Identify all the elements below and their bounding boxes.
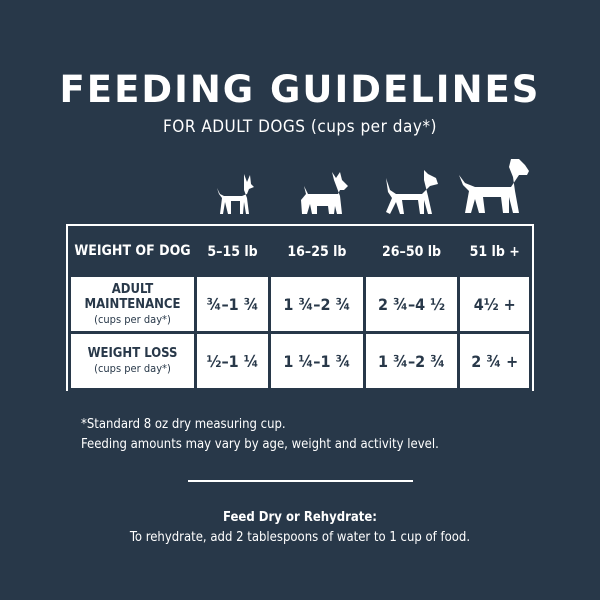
- divider: [188, 480, 413, 482]
- subtitle: FOR ADULT DOGS (cups per day*): [163, 117, 437, 137]
- table-row: WEIGHT LOSS (cups per day*) ½–1 ¼ 1 ¼–1 ¾…: [71, 334, 529, 388]
- feed-heading: Feed Dry or Rehydrate:: [223, 510, 377, 525]
- footnotes: *Standard 8 oz dry measuring cup. Feedin…: [81, 415, 439, 455]
- feed-text: To rehydrate, add 2 tablespoons of water…: [129, 530, 471, 545]
- header-cell: 26–50 lb: [365, 229, 458, 274]
- table-cell: ¾–1 ¾: [197, 277, 269, 331]
- table-cell: ½–1 ¼: [197, 334, 269, 388]
- table-cell: 2 ¾ +: [460, 334, 529, 388]
- row-label: ADULT MAINTENANCE (cups per day*): [71, 277, 194, 331]
- header-cell: 16–25 lb: [271, 229, 363, 274]
- header-cell: 5–15 lb: [197, 229, 269, 274]
- page-title: FEEDING GUIDELINES: [59, 68, 541, 111]
- table-cell: 1 ¾–2 ¾: [271, 277, 363, 331]
- table-cell: 4½ +: [460, 277, 529, 331]
- small-dog-icon: [217, 174, 254, 214]
- footnote: *Standard 8 oz dry measuring cup.: [81, 417, 286, 432]
- table-cell: 2 ¾–4 ½: [365, 277, 458, 331]
- feeding-table: WEIGHT OF DOG 5–15 lb 16–25 lb 26–50 lb …: [66, 224, 534, 391]
- terrier-icon: [301, 172, 348, 214]
- header-weight-of-dog: WEIGHT OF DOG: [71, 229, 194, 274]
- row-label-text: WEIGHT LOSS: [87, 346, 178, 361]
- boxer-icon: [386, 170, 438, 214]
- row-label-sub: (cups per day*): [94, 362, 171, 375]
- large-dog-icon: [459, 159, 529, 213]
- table-cell: 1 ¼–1 ¾: [271, 334, 363, 388]
- table-header-row: WEIGHT OF DOG 5–15 lb 16–25 lb 26–50 lb …: [71, 229, 529, 274]
- table-row: ADULT MAINTENANCE (cups per day*) ¾–1 ¾ 1…: [71, 277, 529, 331]
- footnote: Feeding amounts may vary by age, weight …: [81, 437, 439, 452]
- row-label-sub: (cups per day*): [94, 312, 171, 326]
- row-label-text: ADULT MAINTENANCE: [84, 281, 181, 312]
- header-cell: 51 lb +: [460, 229, 529, 274]
- table-cell: 1 ¾–2 ¾: [365, 334, 458, 388]
- row-label: WEIGHT LOSS (cups per day*): [71, 334, 194, 388]
